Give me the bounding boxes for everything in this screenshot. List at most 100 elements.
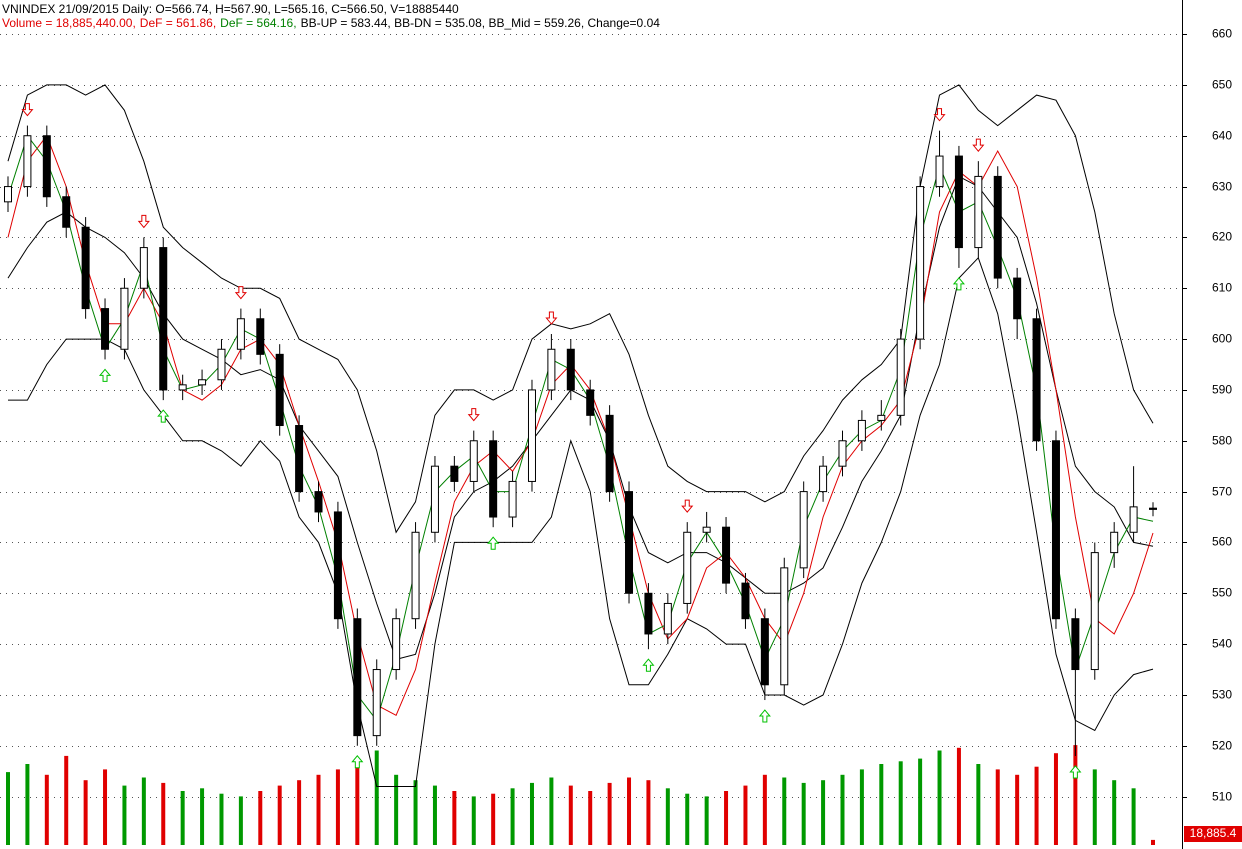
buy-arrow <box>487 536 500 550</box>
candle-body <box>954 155 963 249</box>
candle-body <box>81 226 90 310</box>
sell-arrow <box>933 108 946 122</box>
volume-bar <box>937 750 942 845</box>
volume-bar <box>374 750 379 845</box>
candle-body <box>1013 277 1022 320</box>
volume-bar <box>432 785 437 845</box>
y-tick-label: 520 <box>1212 739 1232 753</box>
sell-arrow <box>681 499 694 513</box>
volume-bar <box>976 764 981 845</box>
candle-body <box>722 526 731 584</box>
volume-bar <box>103 769 108 845</box>
candle-body <box>586 389 595 416</box>
candle-body <box>159 247 168 391</box>
candle-body <box>625 491 634 594</box>
indicator-line <box>7 84 1154 534</box>
candle-body <box>4 186 12 203</box>
sell-arrow <box>234 286 247 300</box>
volume-bar <box>665 788 670 845</box>
volume-bar <box>1092 769 1097 845</box>
buy-arrow <box>1069 765 1082 779</box>
volume-bar <box>297 780 302 845</box>
y-tick-label: 580 <box>1212 434 1232 448</box>
volume-bar <box>724 791 729 845</box>
candle-body <box>1149 507 1157 510</box>
candle-body <box>178 384 187 391</box>
subtitle-part: DeF = 561.86, <box>140 16 216 30</box>
candle-body <box>256 318 265 355</box>
candle-body <box>644 592 653 635</box>
volume-bar <box>529 782 534 845</box>
volume-bar <box>471 796 476 845</box>
candle-body <box>411 531 420 620</box>
candle-body <box>935 155 944 188</box>
volume-bar <box>821 780 826 845</box>
volume-bar <box>25 764 30 845</box>
subtitle-part: DeF = 564.16, <box>220 16 296 30</box>
volume-bar <box>646 780 651 845</box>
volume-bar <box>491 793 496 845</box>
volume-bar <box>258 791 263 845</box>
y-tick-label: 620 <box>1212 230 1232 244</box>
candle-body <box>333 511 342 620</box>
volume-bar <box>238 796 243 845</box>
candle-body <box>916 186 925 340</box>
y-tick-label: 630 <box>1212 180 1232 194</box>
candle-body <box>62 196 71 228</box>
volume-bar <box>83 780 88 845</box>
volume-bar <box>1034 766 1039 845</box>
volume-bar <box>549 777 554 845</box>
y-tick-label: 590 <box>1212 383 1232 397</box>
candle-body <box>857 419 866 442</box>
sell-arrow <box>467 408 480 422</box>
volume-bar <box>801 782 806 845</box>
candle-body <box>780 567 789 686</box>
volume-bar <box>277 785 282 845</box>
candle-body <box>1110 531 1119 554</box>
candle-body <box>819 465 828 493</box>
y-tick-label: 540 <box>1212 637 1232 651</box>
volume-bar <box>704 796 709 845</box>
y-tick-label: 560 <box>1212 535 1232 549</box>
volume-bar <box>607 782 612 845</box>
candle-body <box>508 480 517 518</box>
volume-bar <box>898 761 903 845</box>
volume-bar <box>510 788 515 845</box>
volume-bar <box>180 791 185 845</box>
volume-bar <box>995 769 1000 845</box>
indicator-line <box>8 256 1154 787</box>
volume-bar <box>685 793 690 845</box>
candle-body <box>295 425 304 493</box>
candle-body <box>353 618 362 737</box>
volume-bar <box>452 791 457 845</box>
candle-body <box>198 379 207 386</box>
candle-body <box>450 465 459 482</box>
candle-body <box>42 135 51 198</box>
candle-body <box>139 247 148 289</box>
candle-body <box>217 348 226 381</box>
volume-bar <box>762 774 767 845</box>
candle-body <box>392 618 401 671</box>
volume-bar <box>335 769 340 845</box>
volume-bar <box>879 764 884 845</box>
candle-body <box>760 618 769 686</box>
volume-bar <box>413 780 418 845</box>
candle-body <box>469 440 478 482</box>
volume-bar <box>141 777 146 845</box>
volume-bar <box>355 764 360 845</box>
volume-bar <box>627 777 632 845</box>
candle-body <box>236 318 245 350</box>
volume-bar <box>161 782 166 845</box>
volume-bar <box>1112 780 1117 845</box>
volume-bar <box>64 755 69 845</box>
candle-body <box>741 582 750 620</box>
volume-bar <box>200 788 205 845</box>
volume-bar <box>1151 839 1155 845</box>
candle-body <box>1090 552 1099 671</box>
y-tick-label: 510 <box>1212 790 1232 804</box>
buy-arrow <box>758 709 771 723</box>
buy-arrow <box>952 277 965 291</box>
candle-body <box>275 353 284 427</box>
y-tick-label: 530 <box>1212 688 1232 702</box>
